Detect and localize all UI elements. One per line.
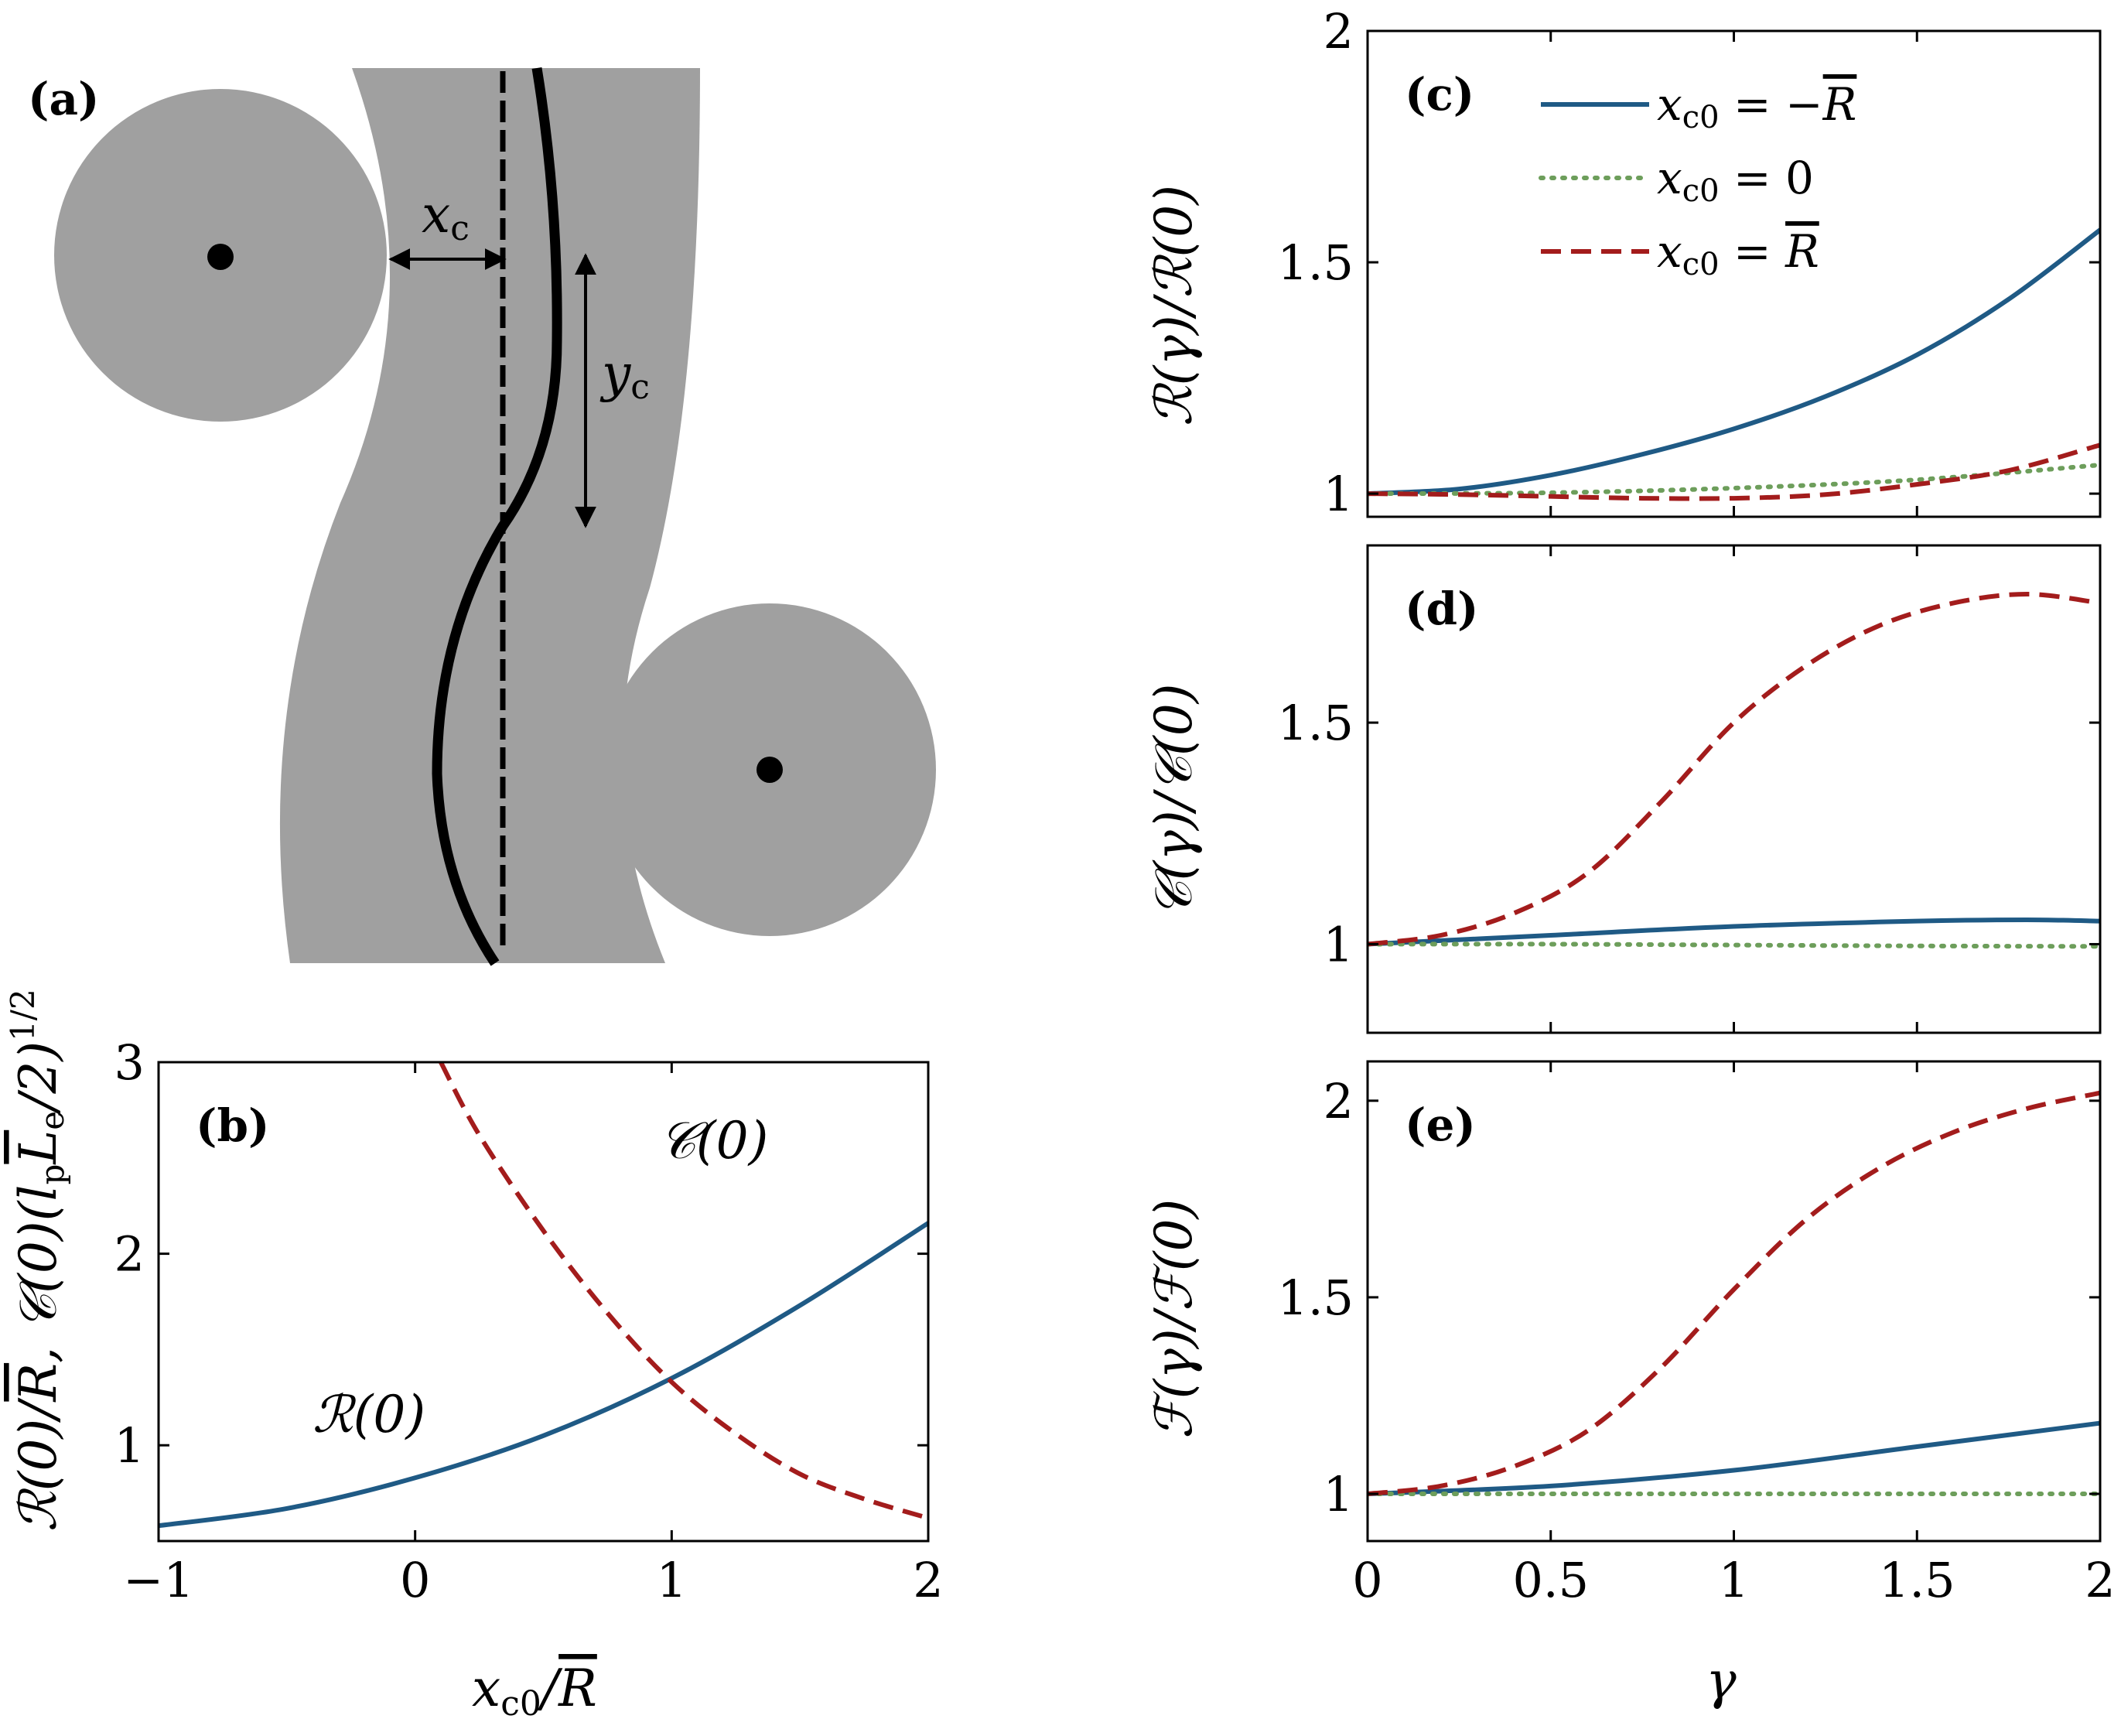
x-tick-label-e-0: 0 bbox=[1352, 1552, 1382, 1608]
legend-label-plus-r: xc0 = R bbox=[1657, 225, 1819, 282]
x-tick-label-e-1: 0.5 bbox=[1512, 1552, 1589, 1608]
x-tick-label-e-2: 1 bbox=[1719, 1552, 1749, 1608]
y-tick-label-d-0: 1 bbox=[1323, 916, 1354, 972]
yc-subscript: c bbox=[630, 367, 650, 407]
obstacle-bottom-right-center bbox=[757, 757, 783, 783]
legend-label-zero: xc0 = 0 bbox=[1657, 152, 1814, 209]
annotation-b-0: 𝒞(0) bbox=[659, 1111, 769, 1170]
y-tick-label-b-1: 2 bbox=[114, 1226, 145, 1283]
y-tick-label-c-0: 1 bbox=[1323, 466, 1354, 522]
y-tick-label-c-2: 2 bbox=[1323, 3, 1354, 60]
series-line-b-0 bbox=[159, 1221, 928, 1529]
x-tick-label-b-3: 2 bbox=[913, 1552, 943, 1608]
panel-b-chart: −1 0 1 2 1 2 3 (b) 𝒞(0) ℛ(0) ℛ(0)/R, 𝒞(0)(lpLe/2)… bbox=[4, 989, 944, 1724]
panel-e-x-axis-label: γ bbox=[1706, 1651, 1737, 1710]
panel-d-plot: 1 1.5 (d) bbox=[1277, 544, 2102, 1034]
panel-c-y-axis-label: ℛ(γ)/ℛ(0) bbox=[1144, 185, 1204, 426]
y-tick-label-b-2: 3 bbox=[114, 1034, 145, 1091]
series-line-b-1 bbox=[439, 1062, 928, 1521]
svg-text:ℛ(0)/R, 𝒞(0)(lpLe/2)1/2: ℛ(0)/R, 𝒞(0)(lpLe/2)1/2 bbox=[4, 989, 71, 1532]
y-tick-label-e-2: 2 bbox=[1323, 1073, 1354, 1129]
panel-a-label: (a) bbox=[28, 73, 99, 125]
panel-e-chart: 0 0.5 1 1.5 2 1 1.5 2 (e) ℱ(γ)/ℱ(0) γ bbox=[1144, 1060, 2116, 1710]
obstacle-top-left-center bbox=[207, 244, 234, 270]
series-line-c-1 bbox=[1368, 463, 2100, 497]
legend-label-minus-r: xc0 = −R bbox=[1657, 78, 1856, 135]
panel-d-chart: 1 1.5 (d) 𝒞(γ)/𝒞(0) bbox=[1144, 544, 2102, 1034]
x-tick-label-b-1: 0 bbox=[400, 1552, 430, 1608]
panel-b-plot: −1 0 1 2 1 2 3 (b) 𝒞(0) ℛ(0) bbox=[114, 1034, 944, 1608]
series-line-e-0 bbox=[1368, 1420, 2100, 1497]
panel-label-d: (d) bbox=[1405, 583, 1478, 635]
series-line-d-0 bbox=[1368, 917, 2100, 947]
panel-label-b: (b) bbox=[196, 1099, 269, 1152]
plot-frame-b bbox=[157, 1061, 930, 1543]
series-line-d-1 bbox=[1368, 941, 2100, 949]
y-tick-label-c-1: 1.5 bbox=[1277, 234, 1354, 291]
panel-b-x-axis-label: xc0/R bbox=[472, 1659, 597, 1724]
annotation-b-1: ℛ(0) bbox=[313, 1385, 425, 1444]
panel-d-y-axis-label: 𝒞(γ)/𝒞(0) bbox=[1144, 684, 1204, 918]
panel-label-e: (e) bbox=[1405, 1099, 1476, 1151]
x-tick-label-e-4: 2 bbox=[2085, 1552, 2115, 1608]
polymer-path bbox=[432, 67, 562, 966]
panel-e-plot: 0 0.5 1 1.5 2 1 1.5 2 (e) bbox=[1277, 1060, 2116, 1608]
series-line-c-2 bbox=[1368, 443, 2100, 501]
panel-a-schematic: (a) xc yc bbox=[28, 67, 936, 966]
panel-e-y-axis-label: ℱ(γ)/ℱ(0) bbox=[1144, 1199, 1204, 1439]
panel-b-y-axis-label: ℛ(0)/R, 𝒞(0)(lpLe/2)1/2 bbox=[4, 989, 71, 1532]
panel-c-plot: 1 1.5 2 (c) bbox=[1277, 3, 2102, 522]
xc-subscript: c bbox=[450, 209, 470, 248]
y-tick-label-b-0: 1 bbox=[114, 1417, 145, 1474]
panel-label-c: (c) bbox=[1405, 68, 1474, 121]
y-tick-label-e-0: 1 bbox=[1323, 1466, 1354, 1522]
yc-label: yc bbox=[599, 343, 650, 407]
series-line-d-2 bbox=[1368, 591, 2100, 947]
x-tick-label-b-2: 1 bbox=[657, 1552, 687, 1608]
x-tick-label-e-3: 1.5 bbox=[1879, 1552, 1955, 1608]
y-tick-label-e-1: 1.5 bbox=[1277, 1270, 1354, 1326]
y-tick-label-d-1: 1.5 bbox=[1277, 695, 1354, 751]
series-line-e-2 bbox=[1368, 1090, 2100, 1497]
xc-label: xc bbox=[422, 185, 470, 248]
x-tick-label-b-0: −1 bbox=[123, 1552, 193, 1608]
series-line-c-0 bbox=[1368, 227, 2100, 497]
panel-c-legend: xc0 = −R xc0 = 0 xc0 = R bbox=[1539, 78, 1856, 282]
panel-c-chart: 1 1.5 2 (c) xc0 = −R xc0 = 0 xc0 = R ℛ(γ)/ℛ… bbox=[1144, 3, 2102, 522]
